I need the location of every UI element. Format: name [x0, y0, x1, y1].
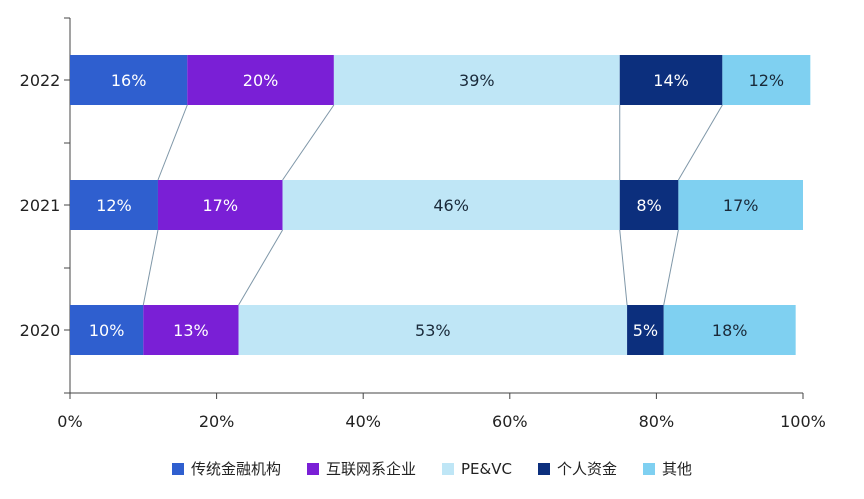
legend-item: 传统金融机构 — [171, 458, 281, 479]
data-label: 46% — [433, 196, 469, 215]
connector-lines — [142, 104, 723, 306]
data-label: 10% — [89, 321, 125, 340]
legend-label: 互联网系企业 — [326, 460, 417, 478]
data-label: 17% — [202, 196, 238, 215]
data-label: 14% — [653, 71, 689, 90]
connector-line — [663, 229, 679, 306]
bar-segment — [663, 305, 796, 355]
bars-layer — [70, 55, 811, 355]
legend-swatch — [643, 462, 655, 475]
x-tick-label: 40% — [345, 412, 381, 431]
legend-label: 传统金融机构 — [190, 460, 281, 478]
legend-swatch — [171, 462, 184, 475]
bar-segment — [238, 305, 628, 355]
data-label: 16% — [111, 71, 147, 90]
x-tick-label: 20% — [199, 412, 235, 431]
bar-segment — [627, 305, 664, 355]
connector-line — [677, 104, 723, 181]
data-label: 13% — [173, 321, 209, 340]
y-tick-label: 2020 — [20, 321, 61, 340]
legend-swatch — [307, 462, 319, 475]
data-label: 20% — [243, 71, 279, 90]
x-tick-label: 0% — [57, 412, 82, 431]
bar-segment — [143, 305, 239, 355]
connector-line — [238, 229, 284, 306]
legend-item: PE&VC — [442, 458, 512, 479]
y-tick-labels: 2022 2021 2020 — [20, 17, 70, 394]
legend-swatch — [442, 462, 455, 475]
bar-segment — [333, 55, 620, 105]
connector-line — [282, 104, 335, 181]
legend-item: 个人资金 — [537, 458, 617, 479]
data-label: 12% — [749, 71, 785, 90]
data-label: 18% — [712, 321, 748, 340]
bar-segment — [282, 180, 620, 230]
x-tick-label: 60% — [492, 412, 528, 431]
bar-segment — [70, 305, 144, 355]
bar-segment — [619, 180, 679, 230]
legend-label: PE&VC — [461, 459, 512, 478]
legend: 传统金融机构 互联网系企业 PE&VC 个人资金 其他 — [0, 458, 864, 479]
data-label: 5% — [633, 321, 658, 340]
bar-segment — [722, 55, 811, 105]
legend-item: 互联网系企业 — [307, 458, 416, 479]
bar-segment — [157, 180, 283, 230]
connector-line — [142, 229, 159, 306]
bar-segment — [70, 55, 188, 105]
data-label: 17% — [723, 196, 759, 215]
data-label: 53% — [415, 321, 451, 340]
connector-line — [619, 229, 628, 306]
y-tick-label: 2021 — [20, 196, 61, 215]
legend-swatch — [537, 462, 550, 475]
x-tick-label: 80% — [639, 412, 675, 431]
x-tick-labels: 0% 20% 40% 60% 80% 100% — [57, 393, 826, 431]
legend-item: 其他 — [643, 458, 692, 479]
data-label: 39% — [459, 71, 495, 90]
legend-label: 其他 — [662, 460, 693, 478]
data-label: 8% — [636, 196, 661, 215]
bar-segment — [619, 55, 723, 105]
bar-segment — [187, 55, 334, 105]
y-tick-label: 2022 — [20, 71, 61, 90]
bar-labels-layer: 16% 20% 39% 14% 12% 12% 17% 46% 8% 17% 10% 13% 53% 5%… — [89, 71, 784, 340]
legend-label: 个人资金 — [556, 460, 617, 478]
connector-line — [157, 104, 188, 181]
x-tick-label: 100% — [780, 412, 826, 431]
bar-segment — [70, 180, 158, 230]
bar-segment — [678, 180, 803, 230]
data-label: 12% — [96, 196, 132, 215]
